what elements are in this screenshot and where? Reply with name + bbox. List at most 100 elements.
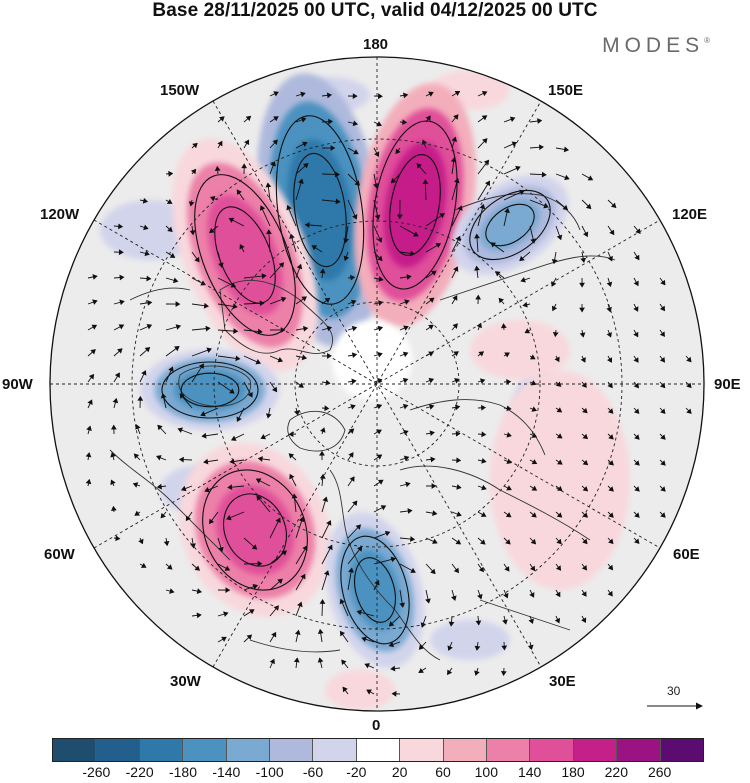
reference-vector-label: 30	[667, 684, 681, 698]
wind-arrow-head	[480, 539, 486, 545]
wind-arrow-head	[259, 300, 265, 307]
wind-arrow-head	[500, 323, 507, 329]
wind-arrow-head	[522, 301, 528, 308]
wind-arrow-head	[659, 331, 665, 337]
wind-arrow-head	[511, 141, 518, 147]
wind-arrow-head	[490, 242, 496, 248]
wind-arrow-head	[143, 224, 149, 231]
wind-arrow-head	[432, 538, 438, 544]
wind-arrow-head	[478, 566, 484, 573]
wind-arrow-head	[502, 619, 508, 625]
wind-arrow-head	[144, 346, 151, 353]
wind-arrow-head	[322, 496, 328, 502]
wind-arrow-head	[555, 565, 562, 571]
wind-arrow-head	[85, 452, 92, 458]
wind-arrow-head	[634, 408, 640, 414]
wind-arrow-head	[579, 332, 586, 338]
wind-arrow-head	[88, 373, 95, 380]
wind-arrow-head	[582, 433, 589, 440]
wind-arrow-head	[247, 392, 253, 398]
wind-arrow-head	[180, 485, 187, 492]
wind-arrow-head	[311, 245, 318, 251]
wind-arrow-head	[239, 243, 245, 250]
colorbar	[53, 739, 704, 761]
east-siberia-positive-contour	[389, 154, 441, 256]
wind-arrow-head	[608, 486, 614, 492]
colorbar-swatch	[530, 739, 574, 761]
wind-arrow-head	[633, 331, 639, 338]
lon-label-60w: 60W	[44, 546, 75, 563]
wind-arrow-head	[217, 140, 223, 147]
wind-arrow-head	[607, 357, 613, 363]
wind-arrow-head	[554, 617, 561, 624]
colorbar-swatch	[660, 739, 704, 761]
weak-anomaly-patch	[325, 670, 395, 710]
lon-label-120w: 120W	[40, 206, 80, 223]
wind-arrow-head	[405, 481, 411, 488]
wind-arrow-head	[335, 171, 340, 178]
wind-arrow-head	[660, 512, 666, 518]
wind-arrow-head	[335, 198, 341, 205]
colorbar-swatch	[226, 739, 271, 761]
bering-negative-contour	[485, 203, 535, 247]
wind-arrow-head	[431, 483, 437, 489]
wind-arrow-head	[557, 459, 563, 465]
lon-label-90w: 90W	[2, 376, 33, 393]
wind-arrow-head	[481, 484, 487, 491]
wind-arrow-head	[580, 357, 586, 363]
wind-arrow-head	[330, 145, 336, 151]
wind-arrow-head	[167, 226, 173, 233]
wind-arrow-head	[257, 456, 263, 462]
wind-arrow-head	[255, 359, 262, 365]
wind-arrow-head	[356, 546, 363, 552]
wind-arrow-head	[190, 168, 197, 175]
wind-arrow-head	[634, 486, 640, 492]
wind-arrow-head	[286, 204, 292, 211]
wind-arrow-head	[225, 587, 231, 593]
wind-arrow-head	[188, 201, 195, 207]
wind-arrow-head	[112, 397, 119, 404]
wind-arrow-head	[352, 214, 358, 220]
wind-arrow-head	[245, 115, 252, 122]
wind-arrow-head	[348, 428, 355, 434]
wind-arrow-head	[606, 306, 612, 313]
wind-arrow-head	[301, 141, 308, 147]
colorbar-tick-label: -100	[255, 764, 284, 780]
western-europe-negative-contour	[340, 535, 410, 645]
wind-arrow-head	[418, 667, 424, 673]
wind-arrow-head	[157, 424, 163, 431]
wind-arrow-head	[564, 174, 570, 181]
wind-arrow-head	[501, 645, 508, 651]
wind-arrow-head	[456, 511, 462, 517]
wind-arrow-head	[235, 355, 241, 362]
wind-arrow-head	[252, 584, 259, 590]
wind-arrow-head	[551, 305, 558, 312]
lon-label-30w: 30W	[170, 673, 201, 690]
wind-arrow-head	[448, 621, 455, 627]
wind-arrow-head	[229, 388, 235, 394]
wind-arrow-head	[452, 295, 458, 301]
wind-arrow-head	[194, 256, 200, 263]
wind-arrow-head	[551, 281, 557, 287]
wind-arrow-head	[137, 395, 144, 401]
wind-arrow-head	[659, 382, 666, 389]
wind-arrow-head	[326, 92, 333, 99]
wind-arrow-head	[175, 324, 182, 330]
wind-arrow-head	[160, 393, 167, 399]
wind-arrow-head	[504, 566, 510, 572]
wind-arrow-head	[479, 203, 486, 210]
wind-arrow-head	[118, 249, 124, 256]
wind-arrow-head	[244, 139, 250, 146]
wind-arrow-head	[556, 485, 563, 492]
wind-arrow-head	[260, 434, 267, 440]
wind-arrow-head	[301, 354, 308, 361]
wind-arrow-head	[169, 252, 176, 258]
wind-arrow-head	[209, 195, 216, 202]
wind-arrow-head	[660, 279, 666, 286]
wind-arrow-head	[110, 479, 116, 486]
wind-arrow-head	[659, 305, 666, 312]
wind-arrow-head	[428, 377, 435, 384]
wind-arrow-head	[506, 432, 512, 438]
wind-arrow-head	[388, 621, 395, 627]
